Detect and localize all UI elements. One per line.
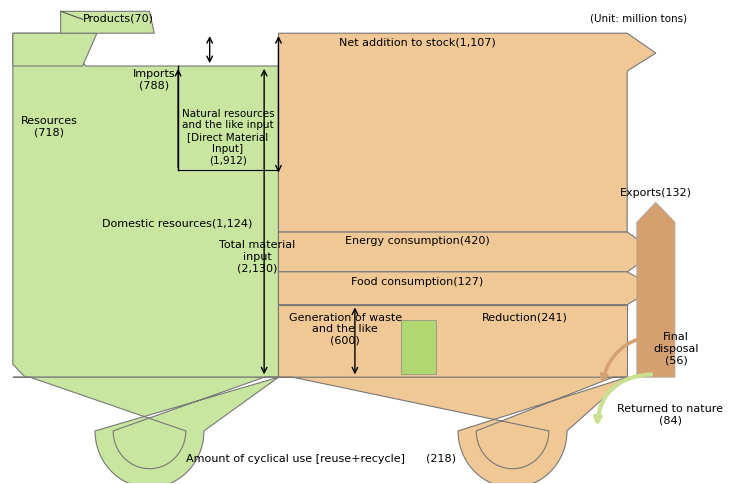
Text: Net addition to stock(1,107): Net addition to stock(1,107) [339,37,496,47]
Polygon shape [401,319,436,374]
Text: (Unit: million tons): (Unit: million tons) [591,14,688,23]
Text: Energy consumption(420): Energy consumption(420) [345,236,489,246]
Polygon shape [278,33,656,232]
Text: Returned to nature
(84): Returned to nature (84) [617,404,723,425]
Text: Domestic resources(1,124): Domestic resources(1,124) [101,218,252,228]
Text: Food consumption(127): Food consumption(127) [351,277,483,287]
Polygon shape [278,377,627,484]
Text: Products(70): Products(70) [82,14,153,23]
Polygon shape [278,232,656,272]
Text: Imports
(788): Imports (788) [133,69,176,91]
Polygon shape [278,304,627,377]
Text: Exports(132): Exports(132) [620,188,692,198]
Polygon shape [13,33,278,377]
Polygon shape [278,272,656,304]
Text: Amount of cyclical use [reuse+recycle]      (218): Amount of cyclical use [reuse+recycle] (… [186,454,456,464]
Text: Reduction(241): Reduction(241) [482,313,568,323]
Text: Natural resources
and the like input
[Direct Material
Input]
(1,912): Natural resources and the like input [Di… [182,109,274,165]
Text: Final
disposal
(56): Final disposal (56) [653,333,699,366]
Text: Total material
input
(2,130): Total material input (2,130) [219,240,296,273]
Polygon shape [637,202,675,377]
Text: Resources
(718): Resources (718) [20,116,77,137]
Text: Generation of waste
and the like
(600): Generation of waste and the like (600) [289,313,402,346]
Polygon shape [61,11,154,33]
Polygon shape [13,33,97,66]
Polygon shape [13,377,278,484]
